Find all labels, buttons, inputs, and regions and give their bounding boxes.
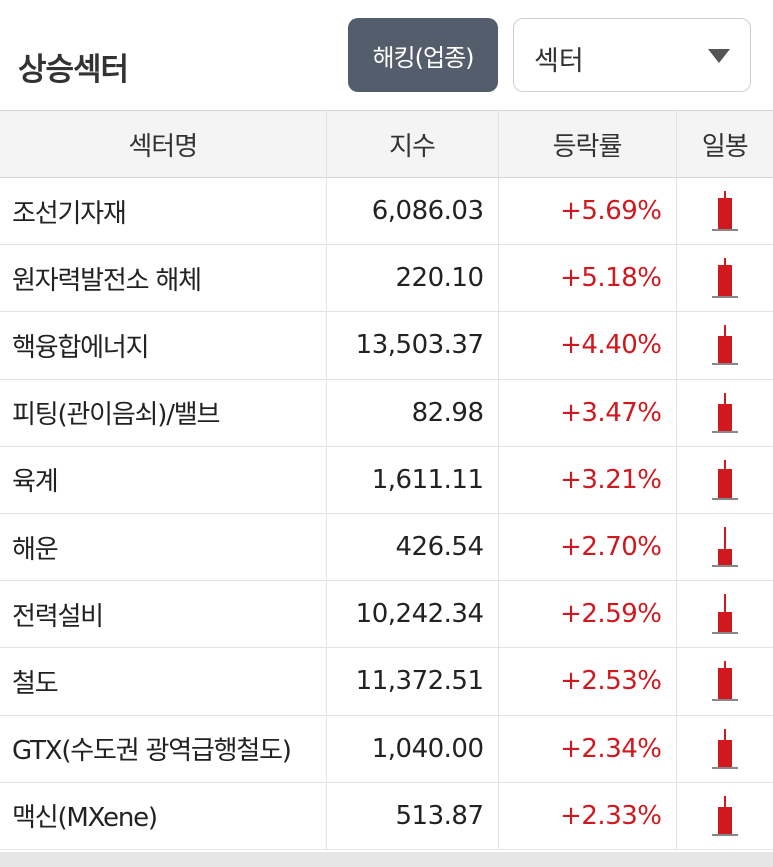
candle-baseline: [711, 565, 738, 568]
sector-name[interactable]: 해운: [0, 513, 327, 582]
sector-change-rate: +2.34%: [498, 715, 677, 783]
candle-body: [717, 739, 732, 767]
sector-index-value: 1,040.00: [326, 715, 499, 783]
sector-index-value: 513.87: [326, 782, 499, 850]
candle-baseline: [711, 699, 738, 702]
sector-change-rate: +5.69%: [498, 177, 677, 246]
sector-index-value: 11,372.51: [326, 647, 499, 716]
sector-name[interactable]: 맥신(MXene): [0, 782, 327, 850]
sector-index-value: 10,242.34: [326, 580, 499, 649]
candle-baseline: [711, 833, 738, 836]
sector-change-rate: +5.18%: [498, 244, 677, 313]
candle-baseline: [711, 430, 738, 433]
sector-index-value: 426.54: [326, 513, 499, 582]
table-header-row: 섹터명 지수 등락률 일봉: [0, 110, 773, 178]
candle-body: [717, 336, 732, 364]
candle-baseline: [711, 497, 738, 500]
candle-body: [717, 806, 732, 834]
daily-candle-cell: [676, 177, 773, 246]
table-row[interactable]: 육계 1,611.11 +3.21%: [0, 446, 773, 514]
candlestick-icon: [710, 661, 740, 702]
hacking-sector-button[interactable]: 해킹(업종): [348, 18, 498, 92]
candlestick-icon: [710, 527, 740, 568]
column-header-index[interactable]: 지수: [326, 110, 499, 178]
table-row[interactable]: 조선기자재 6,086.03 +5.69%: [0, 177, 773, 246]
daily-candle-cell: [676, 446, 773, 514]
sector-table: 섹터명 지수 등락률 일봉 조선기자재 6,086.03 +5.69% 원자력발전소 …: [0, 110, 773, 850]
table-row[interactable]: GTX(수도권 광역급행철도) 1,040.00 +2.34%: [0, 715, 773, 783]
candlestick-icon: [710, 258, 740, 299]
sector-name[interactable]: 철도: [0, 647, 327, 716]
daily-candle-cell: [676, 311, 773, 380]
sector-index-value: 13,503.37: [326, 311, 499, 380]
sector-name[interactable]: 핵융합에너지: [0, 311, 327, 380]
candlestick-icon: [710, 594, 740, 635]
daily-candle-cell: [676, 782, 773, 850]
sector-change-rate: +2.70%: [498, 513, 677, 582]
sector-name[interactable]: 피팅(관이음쇠)/밸브: [0, 379, 327, 447]
daily-candle-cell: [676, 379, 773, 447]
bottom-divider: [0, 852, 773, 867]
candle-body: [717, 612, 732, 633]
sector-change-rate: +4.40%: [498, 311, 677, 380]
daily-candle-cell: [676, 647, 773, 716]
candle-baseline: [711, 766, 738, 769]
sector-change-rate: +3.21%: [498, 446, 677, 514]
table-row[interactable]: 철도 11,372.51 +2.53%: [0, 647, 773, 716]
daily-candle-cell: [676, 580, 773, 649]
sector-index-value: 220.10: [326, 244, 499, 313]
sector-name[interactable]: 원자력발전소 해체: [0, 244, 327, 313]
daily-candle-cell: [676, 244, 773, 313]
sector-change-rate: +2.33%: [498, 782, 677, 850]
page-header: 상승섹터 해킹(업종) 섹터: [0, 0, 773, 110]
table-row[interactable]: 핵융합에너지 13,503.37 +4.40%: [0, 311, 773, 380]
candle-body: [717, 668, 732, 700]
column-header-daily-candle: 일봉: [676, 110, 773, 178]
sector-name[interactable]: 조선기자재: [0, 177, 327, 246]
candle-body: [717, 468, 732, 498]
sector-name[interactable]: 전력설비: [0, 580, 327, 649]
candlestick-icon: [710, 459, 740, 500]
table-row[interactable]: 전력설비 10,242.34 +2.59%: [0, 580, 773, 649]
column-header-sector-name[interactable]: 섹터명: [0, 110, 327, 178]
candle-body: [717, 265, 732, 297]
sector-index-value: 82.98: [326, 379, 499, 447]
candle-body: [717, 198, 732, 230]
sector-select[interactable]: 섹터: [513, 18, 751, 92]
sector-index-value: 6,086.03: [326, 177, 499, 246]
table-row[interactable]: 해운 426.54 +2.70%: [0, 513, 773, 582]
caret-down-icon: [708, 49, 730, 63]
table-row[interactable]: 원자력발전소 해체 220.10 +5.18%: [0, 244, 773, 313]
daily-candle-cell: [676, 513, 773, 582]
sector-name[interactable]: GTX(수도권 광역급행철도): [0, 715, 327, 783]
page-title: 상승섹터: [18, 52, 129, 88]
candle-wick: [723, 527, 726, 566]
candle-baseline: [711, 363, 738, 366]
sector-change-rate: +2.53%: [498, 647, 677, 716]
candlestick-icon: [710, 728, 740, 769]
candle-baseline: [711, 229, 738, 232]
sector-change-rate: +3.47%: [498, 379, 677, 447]
candle-baseline: [711, 296, 738, 299]
candle-body: [717, 403, 732, 431]
column-header-change-rate[interactable]: 등락률: [498, 110, 677, 178]
table-row[interactable]: 피팅(관이음쇠)/밸브 82.98 +3.47%: [0, 379, 773, 447]
sector-select-value: 섹터: [534, 46, 584, 77]
candle-body: [717, 549, 732, 566]
candle-baseline: [711, 632, 738, 635]
table-row[interactable]: 맥신(MXene) 513.87 +2.33%: [0, 782, 773, 850]
candlestick-icon: [710, 191, 740, 232]
daily-candle-cell: [676, 715, 773, 783]
candlestick-icon: [710, 795, 740, 836]
candlestick-icon: [710, 392, 740, 433]
sector-name[interactable]: 육계: [0, 446, 327, 514]
sector-index-value: 1,611.11: [326, 446, 499, 514]
sector-change-rate: +2.59%: [498, 580, 677, 649]
candlestick-icon: [710, 325, 740, 366]
